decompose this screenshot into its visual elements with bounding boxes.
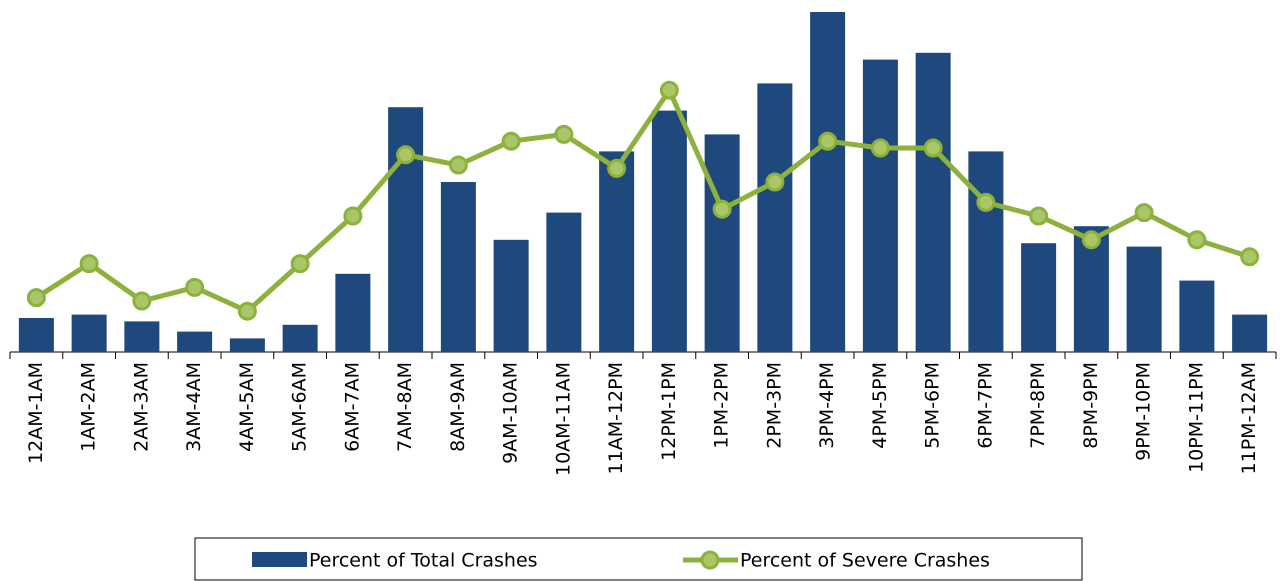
bar (493, 239, 529, 352)
bar (1232, 314, 1268, 352)
bar (18, 318, 54, 352)
bar (651, 110, 687, 352)
x-tick-label: 8PM-9PM (1080, 362, 1102, 449)
x-tick-label: 6AM-7AM (341, 362, 363, 452)
x-tick-label: 1AM-2AM (78, 362, 100, 452)
marker (923, 138, 943, 158)
bar (862, 59, 898, 352)
x-tick-label: 9PM-10PM (1133, 362, 1155, 461)
bar (282, 324, 318, 352)
marker (1081, 230, 1101, 250)
marker (290, 254, 310, 274)
bar (757, 83, 793, 353)
bar (1179, 280, 1215, 352)
legend-label: Percent of Severe Crashes (740, 550, 990, 572)
x-tick-label: 12PM-1PM (658, 362, 680, 461)
line (35, 87, 1251, 314)
x-tick-label: 8AM-9AM (447, 362, 469, 452)
marker (1187, 230, 1207, 250)
x-tick-label: 3AM-4AM (183, 362, 205, 452)
bar (440, 182, 476, 352)
x-tick-label: 4AM-5AM (236, 362, 258, 452)
marker (1029, 206, 1049, 226)
bar (229, 338, 265, 352)
bar (388, 107, 424, 352)
x-tick-label: 1PM-2PM (711, 362, 733, 449)
legend-box (194, 537, 1083, 581)
bar (599, 151, 635, 352)
marker (501, 131, 521, 151)
legend-label: Percent of Total Crashes (309, 550, 538, 572)
marker (712, 199, 732, 219)
legend-swatch (252, 552, 307, 567)
x-tick-label: 3PM-4PM (816, 362, 838, 449)
bar (704, 134, 740, 352)
x-tick-label: 4PM-5PM (869, 362, 891, 449)
x-tick-label: 6PM-7PM (974, 362, 996, 449)
marker (237, 301, 257, 321)
x-tick-label: 5PM-6PM (922, 362, 944, 449)
marker (132, 291, 152, 311)
marker (343, 206, 363, 226)
x-tick-label: 5AM-6AM (289, 362, 311, 452)
bar (71, 314, 107, 352)
marker (79, 254, 99, 274)
bar (177, 331, 213, 352)
marker (870, 138, 890, 158)
x-tick-label: 11AM-12PM (605, 362, 627, 474)
marker (765, 172, 785, 192)
marker (818, 131, 838, 151)
marker (1134, 203, 1154, 223)
x-tick-label: 7PM-8PM (1027, 362, 1049, 449)
x-tick-label: 11PM-12AM (1238, 362, 1260, 474)
marker (976, 192, 996, 212)
x-tick-label: 10PM-11PM (1185, 362, 1207, 473)
marker (185, 277, 205, 297)
x-tick-label: 9AM-10AM (500, 362, 522, 464)
bar (915, 52, 951, 353)
x-tick-label: 7AM-8AM (394, 362, 416, 452)
bar (1021, 243, 1057, 352)
bar (810, 12, 846, 352)
legend-marker (700, 550, 720, 570)
bar (968, 151, 1004, 352)
marker (607, 158, 627, 178)
marker (554, 124, 574, 144)
x-tick-label: 10AM-11AM (552, 362, 574, 476)
marker (26, 288, 46, 308)
marker (659, 80, 679, 100)
bar (124, 321, 160, 352)
bar (546, 212, 582, 352)
marker (396, 145, 416, 165)
marker (448, 155, 468, 175)
marker (1240, 247, 1260, 267)
x-tick-label: 12AM-1AM (25, 362, 47, 464)
x-tick-label: 2AM-3AM (130, 362, 152, 452)
bar (1126, 246, 1162, 352)
x-tick-label: 2PM-3PM (763, 362, 785, 449)
bar (335, 273, 371, 352)
